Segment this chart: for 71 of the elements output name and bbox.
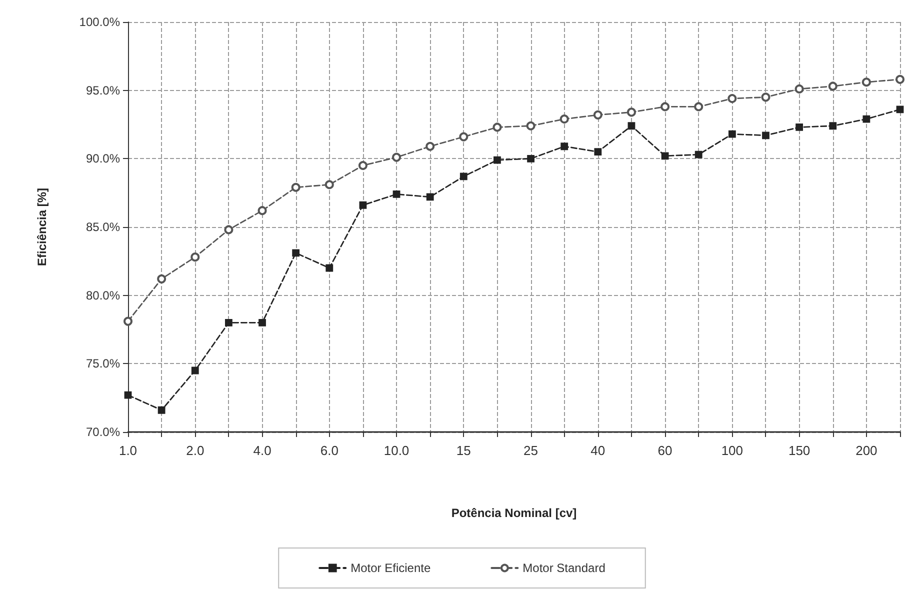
x-tick-label: 60 [658, 443, 672, 458]
y-axis-title: Eficiência [%] [35, 188, 49, 266]
point [124, 391, 132, 399]
point [526, 121, 536, 130]
point [324, 180, 334, 190]
y-tick-label: 95.0% [86, 83, 120, 98]
legend-label: Motor Standard [522, 561, 606, 575]
point [796, 124, 804, 131]
point [426, 193, 434, 201]
point [694, 102, 704, 112]
point [560, 142, 568, 150]
point [359, 201, 367, 209]
point [560, 114, 569, 124]
point [762, 132, 770, 140]
point [761, 92, 770, 102]
point [358, 161, 368, 170]
point [392, 152, 402, 162]
x-tick-label: 200 [856, 443, 878, 458]
point [728, 94, 737, 104]
x-tick-label: 100 [721, 443, 744, 458]
point [224, 225, 234, 234]
point [426, 142, 435, 151]
point [258, 206, 267, 216]
point [157, 274, 166, 284]
point [862, 78, 871, 87]
x-tick-label: 4.0 [253, 443, 272, 458]
x-tick-label: 10.0 [384, 443, 410, 458]
y-tick-label: 100.0% [79, 15, 120, 29]
y-tick-label: 90.0% [86, 152, 120, 166]
point [460, 172, 468, 180]
x-tick-label: 40 [590, 443, 606, 458]
point [492, 122, 502, 132]
point [862, 115, 870, 123]
point [158, 406, 166, 414]
point [594, 148, 602, 156]
x-axis-title: Potência Nominal [cv] [451, 506, 577, 520]
x-tick-label: 15 [456, 443, 471, 458]
point [392, 190, 400, 198]
point [896, 106, 904, 114]
point [224, 318, 232, 326]
point [292, 249, 300, 257]
point [628, 122, 636, 130]
point [661, 152, 669, 160]
point [896, 74, 904, 84]
x-tick-label: 6.0 [320, 443, 338, 458]
y-tick-label: 75.0% [86, 356, 120, 371]
point [593, 110, 602, 120]
point [626, 108, 636, 117]
x-tick-label: 2.0 [186, 443, 204, 458]
point [326, 264, 334, 272]
point [794, 84, 804, 94]
point [494, 156, 501, 164]
y-tick-label: 80.0% [86, 288, 120, 302]
point [694, 150, 702, 158]
point [527, 154, 534, 162]
point [124, 316, 132, 326]
point [829, 122, 837, 130]
x-tick-label: 25 [524, 443, 538, 458]
point [291, 182, 300, 192]
x-tick-label: 1.0 [118, 443, 138, 458]
point [191, 366, 199, 374]
y-tick-label: 70.0% [86, 425, 120, 439]
point [660, 102, 670, 112]
point [459, 132, 468, 142]
point [728, 130, 736, 138]
point [190, 252, 200, 262]
point [258, 318, 266, 326]
legend-label: Motor Eficiente [350, 561, 431, 575]
x-tick-label: 150 [788, 443, 810, 458]
point [828, 82, 838, 91]
y-tick-label: 85.0% [86, 220, 120, 234]
